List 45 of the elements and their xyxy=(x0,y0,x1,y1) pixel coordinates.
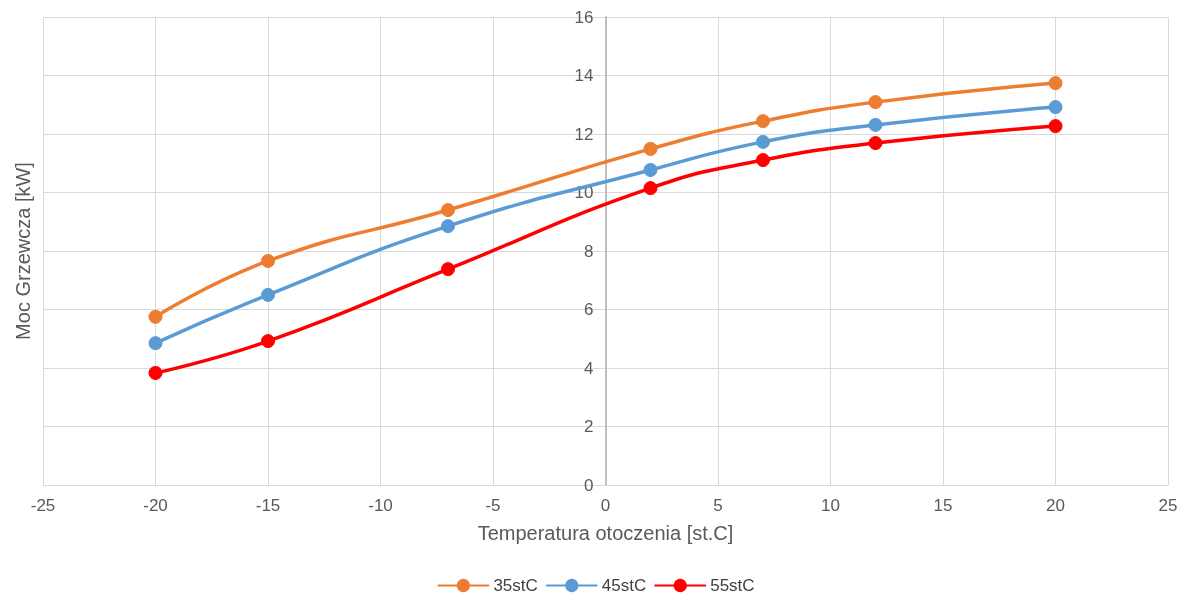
point xyxy=(868,95,883,110)
x-tick-label: -20 xyxy=(143,496,168,515)
x-tick-label: 20 xyxy=(1046,496,1065,515)
point xyxy=(643,181,658,196)
point xyxy=(1048,76,1063,91)
point xyxy=(148,336,163,351)
point xyxy=(1048,100,1063,115)
legend-label: 35stC xyxy=(493,576,538,595)
point xyxy=(441,262,455,277)
y-tick-label: 0 xyxy=(584,475,594,495)
y-tick-label: 16 xyxy=(574,7,594,27)
y-tick-label: 8 xyxy=(584,241,594,261)
point xyxy=(261,253,275,268)
point xyxy=(261,287,275,302)
point xyxy=(756,153,770,168)
legend-label: 45stC xyxy=(601,576,647,595)
x-tick-label: -25 xyxy=(30,496,56,515)
x-tick-label: 0 xyxy=(600,496,611,515)
y-axis-title: Moc Grzewcza [kW] xyxy=(12,162,34,340)
x-tick-label: 25 xyxy=(1158,496,1178,515)
x-tick-label: 15 xyxy=(933,496,953,515)
point xyxy=(643,162,658,177)
point xyxy=(756,134,770,149)
point xyxy=(1048,119,1063,134)
point xyxy=(148,309,163,324)
x-tick-label: -10 xyxy=(368,496,393,515)
y-tick-label: 12 xyxy=(574,124,594,144)
x-tick-label: -15 xyxy=(255,496,281,515)
point xyxy=(868,136,883,151)
point xyxy=(441,203,455,218)
x-tick-label: 5 xyxy=(713,496,723,515)
x-tick-label: 10 xyxy=(821,496,840,515)
x-axis-title: Temperatura otoczenia [st.C] xyxy=(477,522,734,544)
y-tick-label: 4 xyxy=(584,358,594,378)
y-tick-label: 6 xyxy=(584,300,594,319)
point xyxy=(261,334,275,349)
point xyxy=(148,365,163,380)
point xyxy=(868,117,883,132)
y-tick-label: 14 xyxy=(574,66,594,85)
legend-label: 55stC xyxy=(710,576,755,595)
point xyxy=(756,114,770,129)
point xyxy=(441,219,455,234)
x-tick-label: -5 xyxy=(485,496,501,515)
point xyxy=(643,141,658,156)
y-tick-label: 2 xyxy=(584,417,594,436)
